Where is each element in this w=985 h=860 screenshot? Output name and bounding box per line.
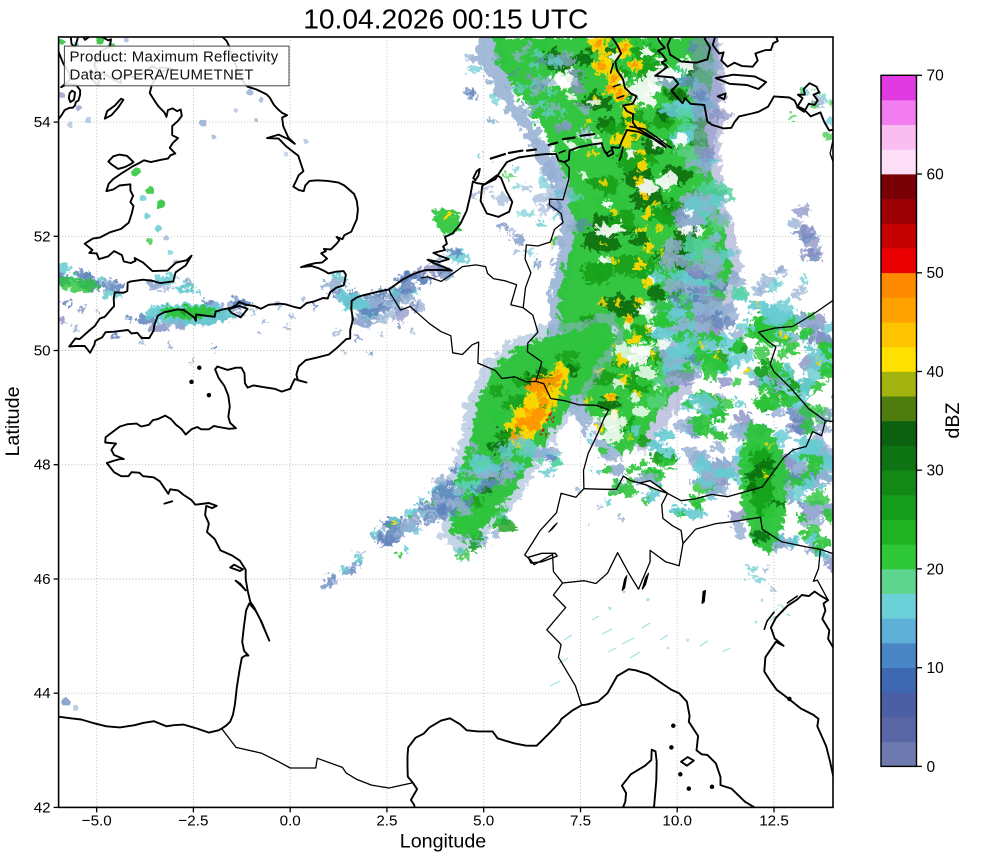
svg-text:Longitude: Longitude	[400, 831, 487, 853]
svg-text:0: 0	[927, 759, 936, 776]
svg-text:10.04.2026 00:15 UTC: 10.04.2026 00:15 UTC	[303, 3, 588, 35]
svg-text:dBZ: dBZ	[942, 402, 964, 438]
svg-text:50: 50	[927, 265, 945, 282]
svg-text:48: 48	[34, 457, 51, 474]
svg-text:7.5: 7.5	[570, 813, 591, 830]
svg-text:10.0: 10.0	[662, 813, 692, 830]
svg-text:10: 10	[927, 660, 945, 677]
svg-text:60: 60	[927, 166, 945, 183]
svg-text:30: 30	[927, 463, 945, 480]
svg-text:0.0: 0.0	[280, 813, 301, 830]
svg-text:70: 70	[927, 68, 945, 85]
svg-text:54: 54	[34, 114, 51, 131]
svg-text:52: 52	[34, 228, 51, 245]
svg-text:50: 50	[34, 343, 51, 360]
svg-text:−5.0: −5.0	[82, 813, 112, 830]
svg-text:Data: OPERA/EUMETNET: Data: OPERA/EUMETNET	[70, 67, 254, 84]
svg-text:46: 46	[34, 571, 51, 588]
svg-text:Product: Maximum Reflectivity: Product: Maximum Reflectivity	[70, 48, 279, 65]
svg-text:−2.5: −2.5	[178, 813, 208, 830]
svg-text:40: 40	[927, 364, 945, 381]
svg-text:12.5: 12.5	[759, 813, 789, 830]
svg-text:2.5: 2.5	[376, 813, 397, 830]
svg-text:Latitude: Latitude	[2, 386, 24, 456]
svg-text:44: 44	[34, 685, 51, 702]
svg-text:42: 42	[34, 799, 51, 816]
svg-text:5.0: 5.0	[473, 813, 494, 830]
svg-text:20: 20	[927, 561, 945, 578]
